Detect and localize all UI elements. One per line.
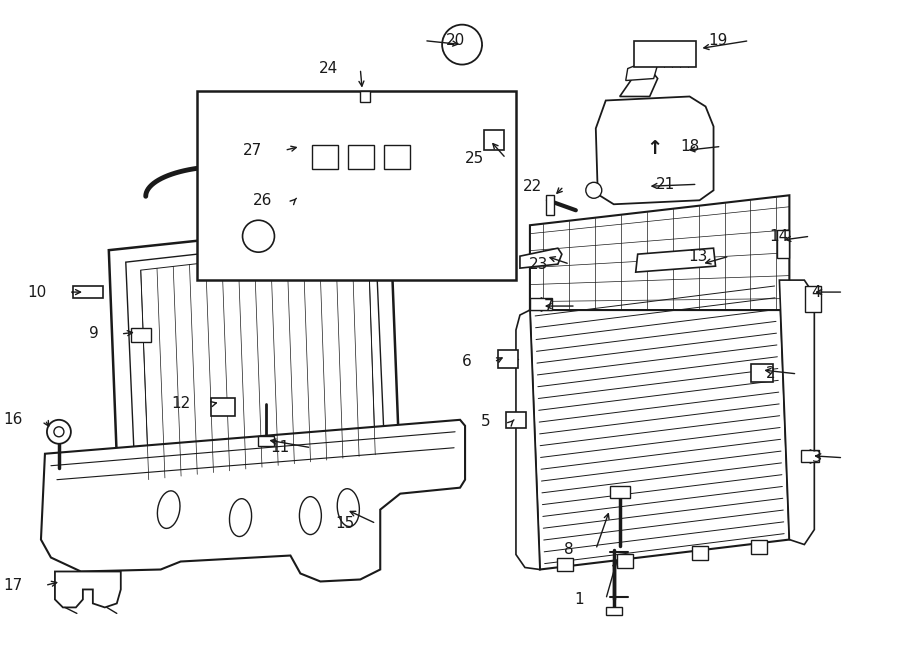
Text: 15: 15 <box>335 516 355 531</box>
Bar <box>73 286 103 298</box>
Text: 13: 13 <box>688 249 707 264</box>
Text: 19: 19 <box>708 33 727 48</box>
Polygon shape <box>109 220 400 510</box>
Bar <box>196 91 516 280</box>
Text: 21: 21 <box>656 176 676 192</box>
Bar <box>348 145 374 169</box>
Polygon shape <box>140 244 375 480</box>
Polygon shape <box>779 280 814 545</box>
Bar <box>506 412 526 428</box>
Text: 14: 14 <box>770 229 788 244</box>
Bar <box>484 130 504 151</box>
Bar <box>557 557 572 572</box>
Ellipse shape <box>158 491 180 528</box>
Bar <box>360 91 370 102</box>
Text: 26: 26 <box>253 193 273 208</box>
Polygon shape <box>41 420 465 582</box>
Bar <box>752 364 773 382</box>
Bar <box>384 145 410 169</box>
Bar <box>801 449 819 462</box>
Text: 17: 17 <box>4 578 23 593</box>
Text: 1: 1 <box>574 592 584 607</box>
Bar <box>258 436 274 446</box>
Text: 4: 4 <box>812 285 822 299</box>
Circle shape <box>586 182 602 198</box>
Text: 7: 7 <box>544 299 554 313</box>
Polygon shape <box>635 248 716 272</box>
Polygon shape <box>55 572 121 607</box>
Circle shape <box>442 24 482 65</box>
Bar <box>752 539 768 553</box>
Text: ↑: ↑ <box>646 139 662 158</box>
Bar <box>498 350 518 368</box>
Bar <box>691 545 707 559</box>
Text: 2: 2 <box>766 366 776 381</box>
Text: 9: 9 <box>89 327 99 342</box>
Text: 18: 18 <box>680 139 699 154</box>
Bar <box>546 195 554 215</box>
Bar <box>610 486 630 498</box>
Bar <box>778 230 789 258</box>
Circle shape <box>242 220 274 252</box>
Circle shape <box>47 420 71 444</box>
Text: 8: 8 <box>564 542 574 557</box>
Text: 5: 5 <box>481 414 490 429</box>
Polygon shape <box>596 97 714 204</box>
Bar <box>530 298 552 310</box>
Text: 16: 16 <box>4 412 23 427</box>
Ellipse shape <box>338 488 359 527</box>
Text: 25: 25 <box>464 151 484 166</box>
Polygon shape <box>620 69 658 97</box>
Bar <box>211 398 235 416</box>
Text: 22: 22 <box>523 179 542 194</box>
Polygon shape <box>530 195 789 310</box>
Text: 20: 20 <box>446 33 465 48</box>
Text: 10: 10 <box>28 285 47 299</box>
Bar <box>634 40 696 67</box>
Polygon shape <box>126 234 385 492</box>
Polygon shape <box>530 280 789 570</box>
Bar <box>806 286 822 312</box>
Text: 27: 27 <box>243 143 263 158</box>
Text: 23: 23 <box>528 256 548 272</box>
Text: 11: 11 <box>270 440 290 455</box>
Text: 24: 24 <box>320 61 338 76</box>
Circle shape <box>54 427 64 437</box>
Text: 6: 6 <box>463 354 472 369</box>
Polygon shape <box>520 248 562 268</box>
Ellipse shape <box>300 496 321 535</box>
Bar <box>616 553 633 568</box>
Ellipse shape <box>230 498 252 537</box>
Text: 12: 12 <box>171 397 191 411</box>
Text: 3: 3 <box>812 450 822 465</box>
Polygon shape <box>516 310 540 570</box>
Bar <box>606 607 622 615</box>
Bar <box>130 328 150 342</box>
Bar <box>312 145 338 169</box>
Polygon shape <box>626 61 658 81</box>
